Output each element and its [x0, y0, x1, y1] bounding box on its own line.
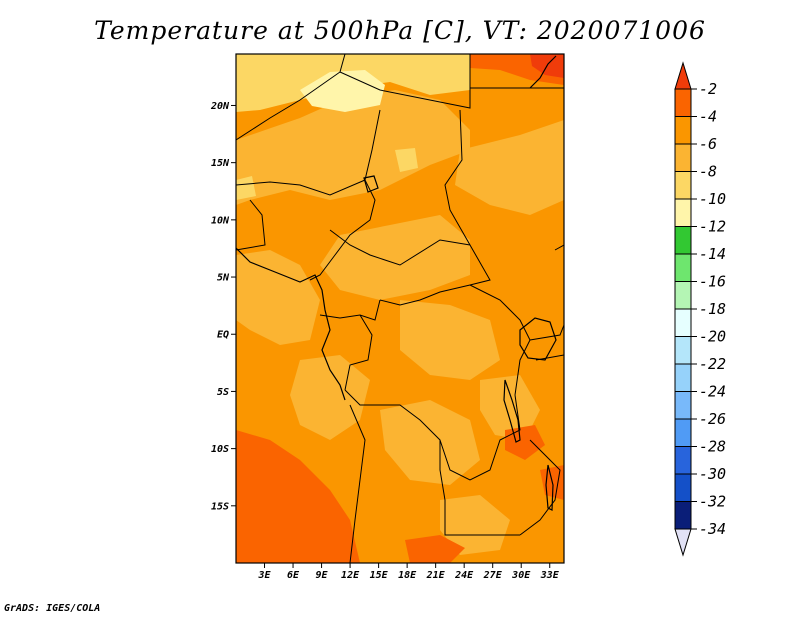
colorbar-box — [674, 281, 692, 310]
lon-tick-label: 33E — [540, 570, 560, 581]
border-line — [309, 109, 381, 281]
colorbar-label: -18 — [699, 300, 726, 318]
colorbar-box — [674, 308, 692, 337]
field-region-10to8 — [236, 176, 256, 200]
lat-tick-label: 10N — [211, 215, 230, 226]
colorbar: -2 -4 -6 -8 -10 -12 -14 -16 -18 -20 -22 -24 -26 -28 -3… — [674, 61, 726, 557]
border-line — [236, 199, 266, 251]
field-region-4to2 — [405, 535, 465, 563]
colorbar-label: -34 — [699, 520, 726, 538]
colorbar-label: -26 — [699, 410, 726, 428]
lon-tick-label: 12E — [341, 570, 360, 581]
red-sea-coast — [529, 55, 557, 89]
colorbar-box — [674, 116, 692, 145]
field-region-8to6 — [455, 120, 564, 215]
field-region-8to6 — [480, 375, 540, 440]
colorbar-box — [674, 501, 692, 530]
colorbar-box — [674, 171, 692, 200]
lake-tanganyika — [503, 379, 521, 443]
map-title: Temperature at 500hPa [C], VT: 202007100… — [94, 16, 706, 45]
lat-tick-label: 5S — [217, 387, 229, 398]
field-region-8to6 — [440, 495, 510, 555]
border-line — [236, 179, 366, 196]
field-region-10to8 — [395, 148, 418, 172]
lake-malawi — [545, 464, 554, 511]
colorbar-box — [674, 391, 692, 420]
field-region-8to6 — [400, 300, 500, 380]
temperature-field — [236, 54, 564, 563]
lat-tick-label: 5N — [217, 273, 230, 284]
colorbar-box — [674, 336, 692, 365]
map-frame — [235, 53, 565, 564]
country-borders — [236, 54, 564, 563]
lon-tick-label: 21E — [426, 570, 446, 581]
grads-credit: GrADS: IGES/COLA — [4, 603, 101, 614]
border-line — [349, 404, 366, 563]
colorbar-box — [674, 418, 692, 447]
lake-victoria — [519, 317, 557, 361]
coastline — [236, 247, 346, 401]
field-region-8to6 — [236, 90, 470, 205]
colorbar-label: -28 — [699, 438, 726, 456]
lat-tick-label: 15S — [211, 501, 229, 512]
lon-tick-label: 9E — [316, 570, 329, 581]
lon-tick-label: 30E — [511, 570, 531, 581]
lat-tick-label: 20N — [210, 101, 230, 112]
latitude-axis: 20N 15N 10N 5N EQ 5S 10S 15S — [210, 101, 236, 512]
border-line — [329, 229, 471, 266]
colorbar-label: -22 — [699, 355, 726, 373]
border-line — [339, 54, 471, 109]
colorbar-box — [674, 253, 692, 282]
colorbar-box — [674, 198, 692, 227]
border-line — [439, 394, 521, 481]
field-region-8to6 — [290, 355, 370, 440]
colorbar-tip-top — [674, 61, 692, 90]
colorbar-box — [674, 446, 692, 475]
lon-tick-label: 27E — [483, 570, 503, 581]
colorbar-label: -20 — [699, 328, 726, 346]
colorbar-label: -6 — [699, 135, 717, 153]
lon-tick-label: 15E — [370, 570, 389, 581]
lat-tick-label: 10S — [211, 444, 229, 455]
colorbar-box — [674, 473, 692, 502]
colorbar-box — [674, 363, 692, 392]
lon-tick-label: 3E — [257, 570, 271, 581]
colorbar-label: -4 — [699, 108, 717, 126]
field-region-8to6 — [236, 250, 320, 345]
field-region-4to2 — [505, 425, 545, 460]
border-line — [236, 54, 346, 141]
field-region-8to6 — [380, 400, 480, 485]
colorbar-label: -2 — [699, 80, 717, 98]
border-line — [344, 389, 520, 536]
colorbar-label: -8 — [699, 163, 717, 181]
colorbar-box — [674, 226, 692, 255]
lake-chad — [363, 175, 379, 193]
field-region-4to2 — [236, 430, 360, 563]
lat-tick-label: 15N — [211, 158, 230, 169]
field-region-8to6 — [320, 215, 470, 300]
colorbar-label: -32 — [699, 493, 726, 511]
border-line — [344, 314, 373, 391]
colorbar-label: -14 — [699, 245, 726, 263]
longitude-axis: 3E 6E 9E 12E 15E 18E 21E 24E 27E 30E 33E — [257, 563, 560, 581]
colorbar-label: -10 — [699, 190, 726, 208]
colorbar-label: -12 — [699, 218, 726, 236]
colorbar-label: -30 — [699, 465, 726, 483]
border-line — [379, 109, 491, 306]
colorbar-label: -16 — [699, 273, 726, 291]
colorbar-box — [674, 143, 692, 172]
colorbar-tip-bottom — [674, 528, 692, 557]
lon-tick-label: 6E — [287, 570, 300, 581]
border-line — [554, 244, 564, 251]
border-line — [519, 439, 561, 536]
lat-tick-label: EQ — [217, 330, 229, 341]
colorbar-label: -24 — [699, 383, 726, 401]
border-line — [469, 284, 531, 396]
lon-tick-label: 24E — [454, 570, 474, 581]
border-line — [529, 324, 564, 341]
colorbar-box — [674, 88, 692, 117]
lon-tick-label: 18E — [398, 570, 417, 581]
field-region-12to10 — [300, 70, 385, 112]
